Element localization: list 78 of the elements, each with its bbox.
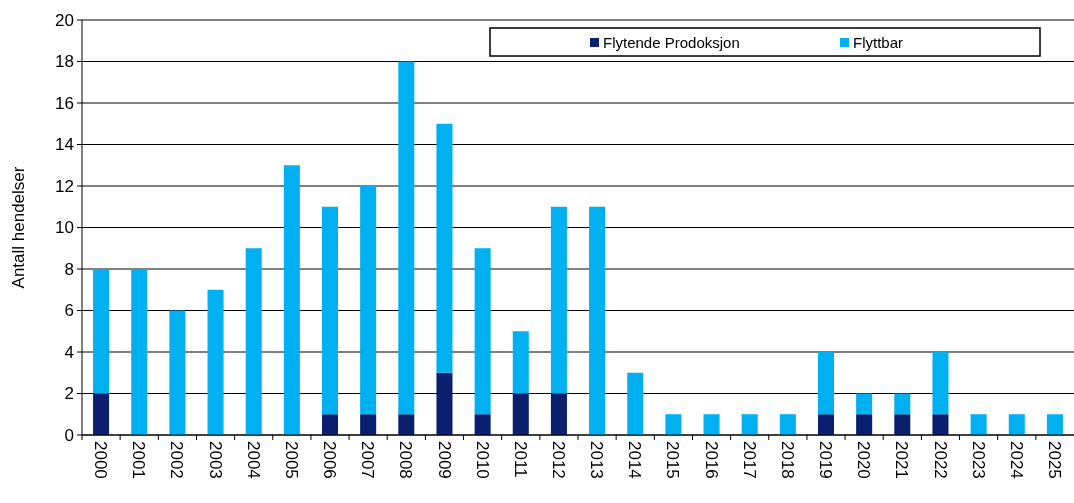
bar xyxy=(627,372,644,435)
bar xyxy=(779,414,796,435)
x-tick-label: 2000 xyxy=(91,441,111,479)
x-tick-label: 2015 xyxy=(663,441,683,479)
x-tick-label: 2019 xyxy=(816,441,836,479)
x-tick-label: 2016 xyxy=(701,441,721,479)
bar xyxy=(321,206,339,415)
x-tick-label: 2022 xyxy=(930,441,950,479)
bar xyxy=(894,393,911,415)
bar xyxy=(360,414,377,435)
legend-label: Flytende Prodoksjon xyxy=(603,34,740,52)
bar xyxy=(436,123,453,373)
bar xyxy=(589,206,606,435)
y-tick-label: 6 xyxy=(64,301,74,321)
y-tick-label: 14 xyxy=(55,135,74,155)
x-tick-label: 2001 xyxy=(129,441,149,479)
y-tick-label: 20 xyxy=(55,10,74,30)
x-tick-label: 2014 xyxy=(625,441,645,479)
x-tick-label: 2012 xyxy=(548,441,568,479)
y-tick-label: 12 xyxy=(55,176,74,196)
x-tick-label: 2002 xyxy=(167,441,187,479)
x-tick-label: 2003 xyxy=(205,441,225,479)
y-tick-label: 10 xyxy=(55,218,74,238)
bar xyxy=(360,186,377,415)
bar xyxy=(512,393,529,435)
bar xyxy=(474,248,491,415)
x-tick-label: 2004 xyxy=(243,441,263,479)
bar xyxy=(550,393,567,435)
bar xyxy=(131,269,148,435)
bar xyxy=(207,289,224,435)
bar xyxy=(436,372,453,435)
bar xyxy=(550,206,567,394)
x-tick-label: 2010 xyxy=(472,441,492,479)
bar xyxy=(894,414,911,435)
bar xyxy=(856,414,873,435)
x-tick-label: 2005 xyxy=(281,441,301,479)
bar xyxy=(1008,414,1025,435)
legend-label: Flyttbar xyxy=(853,34,904,52)
y-tick-label: 8 xyxy=(64,259,74,279)
bar xyxy=(970,414,987,435)
y-tick-label: 2 xyxy=(64,384,74,404)
x-tick-label: 2025 xyxy=(1044,441,1064,479)
y-tick-label: 0 xyxy=(64,425,74,445)
x-tick-label: 2008 xyxy=(396,441,416,479)
bar xyxy=(93,393,110,435)
x-tick-label: 2013 xyxy=(587,441,607,479)
x-tick-label: 2021 xyxy=(892,441,912,479)
x-tick-label: 2007 xyxy=(358,441,378,479)
y-tick-label: 4 xyxy=(64,342,74,362)
bar xyxy=(245,248,262,435)
bar xyxy=(398,414,415,435)
x-tick-label: 2020 xyxy=(854,441,874,479)
x-tick-label: 2024 xyxy=(1006,441,1026,479)
bar xyxy=(665,414,682,435)
bar xyxy=(93,269,110,394)
bar xyxy=(932,352,949,415)
bar xyxy=(741,414,758,435)
bar xyxy=(1046,414,1063,435)
x-tick-label: 2009 xyxy=(434,441,454,479)
bar xyxy=(512,331,529,394)
bar xyxy=(817,414,835,435)
x-tick-label: 2006 xyxy=(320,441,340,479)
x-tick-label: 2018 xyxy=(777,441,797,479)
bar xyxy=(398,61,415,415)
y-tick-label: 16 xyxy=(55,93,74,113)
bar xyxy=(932,414,949,435)
bar xyxy=(474,414,491,435)
y-tick-label: 18 xyxy=(55,52,74,72)
bar xyxy=(817,352,835,415)
bar xyxy=(856,393,873,415)
bar xyxy=(703,414,720,435)
bar xyxy=(169,310,186,435)
x-tick-label: 2017 xyxy=(739,441,759,479)
bar xyxy=(283,165,300,435)
x-tick-label: 2023 xyxy=(968,441,988,479)
bar xyxy=(321,414,339,435)
x-tick-label: 2011 xyxy=(510,441,530,478)
y-axis-title: Antall hendelser xyxy=(9,166,28,289)
